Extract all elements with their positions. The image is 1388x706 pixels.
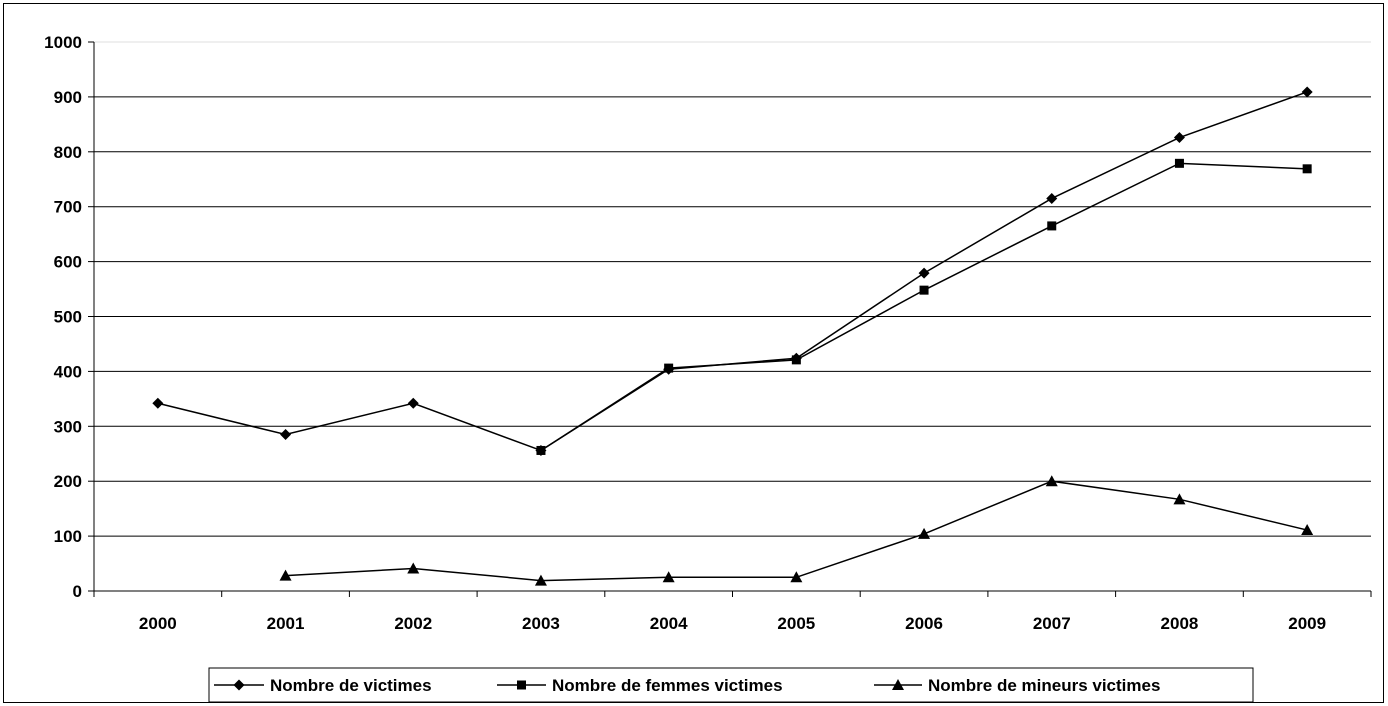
y-tick-label: 100 [54, 527, 82, 546]
legend-label: Nombre de victimes [270, 676, 432, 695]
x-tick-label: 2008 [1161, 614, 1199, 633]
legend-triangle-icon [892, 679, 904, 690]
data-point-series-1 [1046, 192, 1058, 204]
data-point-series-3 [534, 574, 547, 586]
x-tick-label: 2009 [1288, 614, 1326, 633]
legend: Nombre de victimes Nombre de femmes victi… [208, 667, 1254, 703]
legend-square-icon [517, 680, 526, 690]
chart-frame [3, 3, 1384, 703]
x-tick-label: 2002 [394, 614, 432, 633]
x-tick-label: 2003 [522, 614, 560, 633]
x-tick-label: 2007 [1033, 614, 1071, 633]
data-point-series-2 [1174, 158, 1184, 168]
data-point-series-1 [918, 267, 930, 279]
x-tick-label: 2000 [139, 614, 177, 633]
data-point-series-1 [152, 397, 164, 409]
data-point-series-3 [1045, 475, 1058, 487]
x-tick-labels: 2000 2001 2002 2003 2004 2005 2006 2007 2008 2009 [139, 614, 1326, 633]
data-point-series-3 [279, 569, 292, 581]
series-lines [157, 91, 1308, 582]
axes [93, 42, 1372, 597]
data-point-series-3 [407, 562, 420, 574]
legend-diamond-icon [233, 679, 245, 691]
legend-box [208, 667, 1254, 703]
data-point-series-2 [1302, 164, 1312, 174]
data-point-series-2 [919, 285, 929, 295]
data-point-series-3 [1173, 493, 1186, 505]
data-point-series-3 [662, 571, 675, 583]
data-point-series-3 [790, 571, 803, 583]
series-markers [152, 86, 1314, 586]
data-point-series-2 [1047, 221, 1057, 231]
x-tick-label: 2001 [267, 614, 305, 633]
x-tick-label: 2006 [905, 614, 943, 633]
y-tick-label: 900 [54, 88, 82, 107]
data-point-series-3 [1301, 524, 1314, 536]
y-tick-label: 400 [54, 362, 82, 381]
data-point-series-1 [280, 429, 292, 441]
data-point-series-2 [664, 363, 674, 373]
series-line-1 [157, 91, 1308, 452]
y-tick-label: 1000 [44, 33, 82, 52]
y-tick-label: 300 [54, 417, 82, 436]
legend-label: Nombre de femmes victimes [552, 676, 783, 695]
data-point-series-2 [536, 445, 546, 455]
y-tick-label: 200 [54, 472, 82, 491]
y-tick-label: 600 [54, 253, 82, 272]
y-tick-labels: 0 100 200 300 400 500 600 700 800 900 1000 [44, 33, 82, 601]
x-tick-label: 2004 [650, 614, 688, 633]
y-tick-label: 0 [73, 582, 82, 601]
data-point-series-1 [407, 397, 419, 409]
gridlines [88, 41, 1371, 592]
data-point-series-1 [1173, 132, 1185, 144]
y-tick-label: 500 [54, 308, 82, 327]
legend-label: Nombre de mineurs victimes [928, 676, 1160, 695]
data-point-series-1 [1301, 86, 1313, 98]
y-tick-label: 800 [54, 143, 82, 162]
data-point-series-3 [918, 527, 931, 539]
y-tick-label: 700 [54, 198, 82, 217]
data-point-series-2 [791, 355, 801, 365]
x-tick-label: 2005 [777, 614, 815, 633]
series-line-3 [285, 480, 1308, 582]
